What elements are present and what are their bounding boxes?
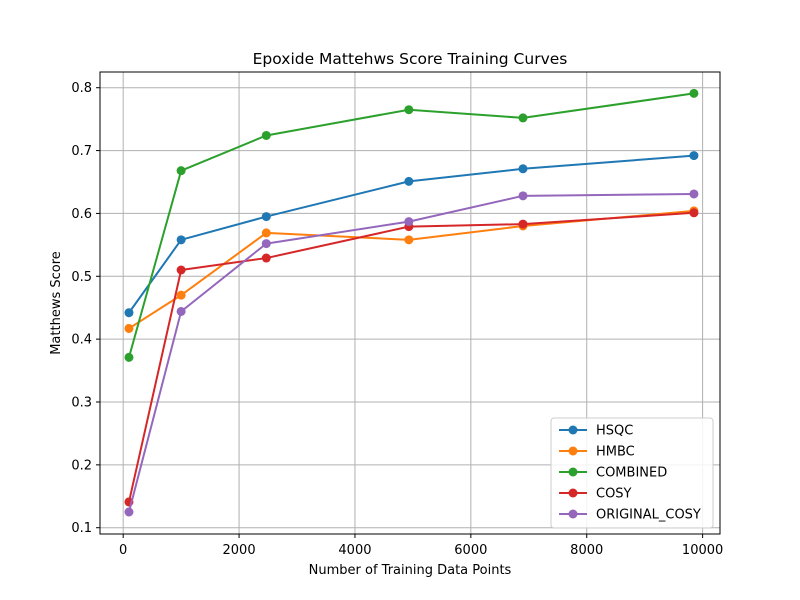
data-point	[518, 191, 528, 201]
data-point	[404, 217, 414, 227]
x-tick-label: 8000	[570, 543, 603, 558]
data-point	[689, 189, 699, 199]
series-line	[128, 192, 694, 513]
x-tick-label: 10000	[682, 543, 723, 558]
series-line	[128, 92, 695, 358]
data-point	[404, 105, 414, 115]
y-tick-label: 0.2	[71, 458, 92, 473]
data-point	[124, 352, 134, 362]
data-point	[689, 208, 699, 218]
legend-label: ORIGINAL_COSY	[596, 508, 701, 523]
data-point	[176, 306, 186, 316]
legend-item: HSQC	[559, 424, 633, 439]
series-line	[127, 211, 694, 503]
data-point	[518, 164, 528, 174]
legend-label: COSY	[596, 487, 632, 502]
legend-box	[550, 417, 714, 529]
data-point	[404, 235, 414, 245]
x-tick-label: 0	[119, 543, 127, 558]
series-hsqc	[124, 151, 699, 318]
legend-swatch-marker	[568, 488, 578, 498]
series-combined	[124, 88, 699, 362]
x-axis-label: Number of Training Data Points	[309, 563, 512, 578]
series-cosy	[124, 208, 699, 507]
data-point	[261, 253, 271, 263]
data-point	[176, 265, 186, 275]
data-point	[518, 219, 528, 229]
legend-item: COSY	[559, 487, 632, 502]
data-point	[261, 130, 271, 140]
data-point	[261, 212, 271, 222]
data-point	[518, 113, 528, 123]
legend-label: HSQC	[596, 424, 633, 439]
legend-swatch-marker	[568, 467, 578, 477]
y-tick-label: 0.3	[71, 396, 92, 411]
y-tick-label: 0.8	[71, 81, 92, 96]
legend-item: HMBC	[559, 445, 635, 460]
y-tick-label: 0.1	[71, 521, 92, 536]
data-point	[176, 290, 186, 300]
legend-label: HMBC	[596, 445, 635, 460]
data-point	[124, 323, 134, 333]
data-point	[261, 228, 271, 238]
legend-swatch-marker	[568, 425, 578, 435]
y-tick-label: 0.4	[71, 333, 92, 348]
series-line	[128, 154, 695, 314]
y-tick-label: 0.7	[71, 144, 92, 159]
grid	[100, 72, 720, 534]
data-point	[124, 507, 134, 517]
legend-swatch-marker	[568, 509, 578, 519]
legend-swatch-marker	[568, 446, 578, 456]
legend-item: COMBINED	[559, 466, 667, 481]
data-point	[124, 308, 134, 318]
data-point	[261, 239, 271, 249]
data-point	[176, 166, 186, 176]
axes: 0 2000 4000 6000 8000 10000 0.1 0.2 0.3 0.4 0.5 0.6…	[71, 81, 723, 558]
y-tick-label: 0.5	[71, 270, 92, 285]
legend-label: COMBINED	[596, 466, 667, 481]
legend: HSQC HMBC COMBINED COSY ORIGINAL_COSY	[550, 417, 714, 529]
series-original-cosy	[124, 189, 699, 517]
data-point	[689, 151, 699, 161]
series-layer	[124, 88, 699, 517]
series-line	[128, 209, 695, 330]
x-tick-label: 6000	[454, 543, 487, 558]
plot-frame	[99, 71, 721, 535]
data-point	[689, 88, 699, 98]
chart-title: Epoxide Mattehws Score Training Curves	[253, 50, 568, 68]
legend-item: ORIGINAL_COSY	[559, 508, 701, 523]
x-tick-label: 2000	[223, 543, 256, 558]
y-axis-label: Matthews Score	[49, 251, 64, 355]
y-tick-label: 0.6	[71, 207, 92, 222]
data-point	[404, 176, 414, 186]
x-tick-label: 4000	[338, 543, 371, 558]
data-point	[176, 235, 186, 245]
